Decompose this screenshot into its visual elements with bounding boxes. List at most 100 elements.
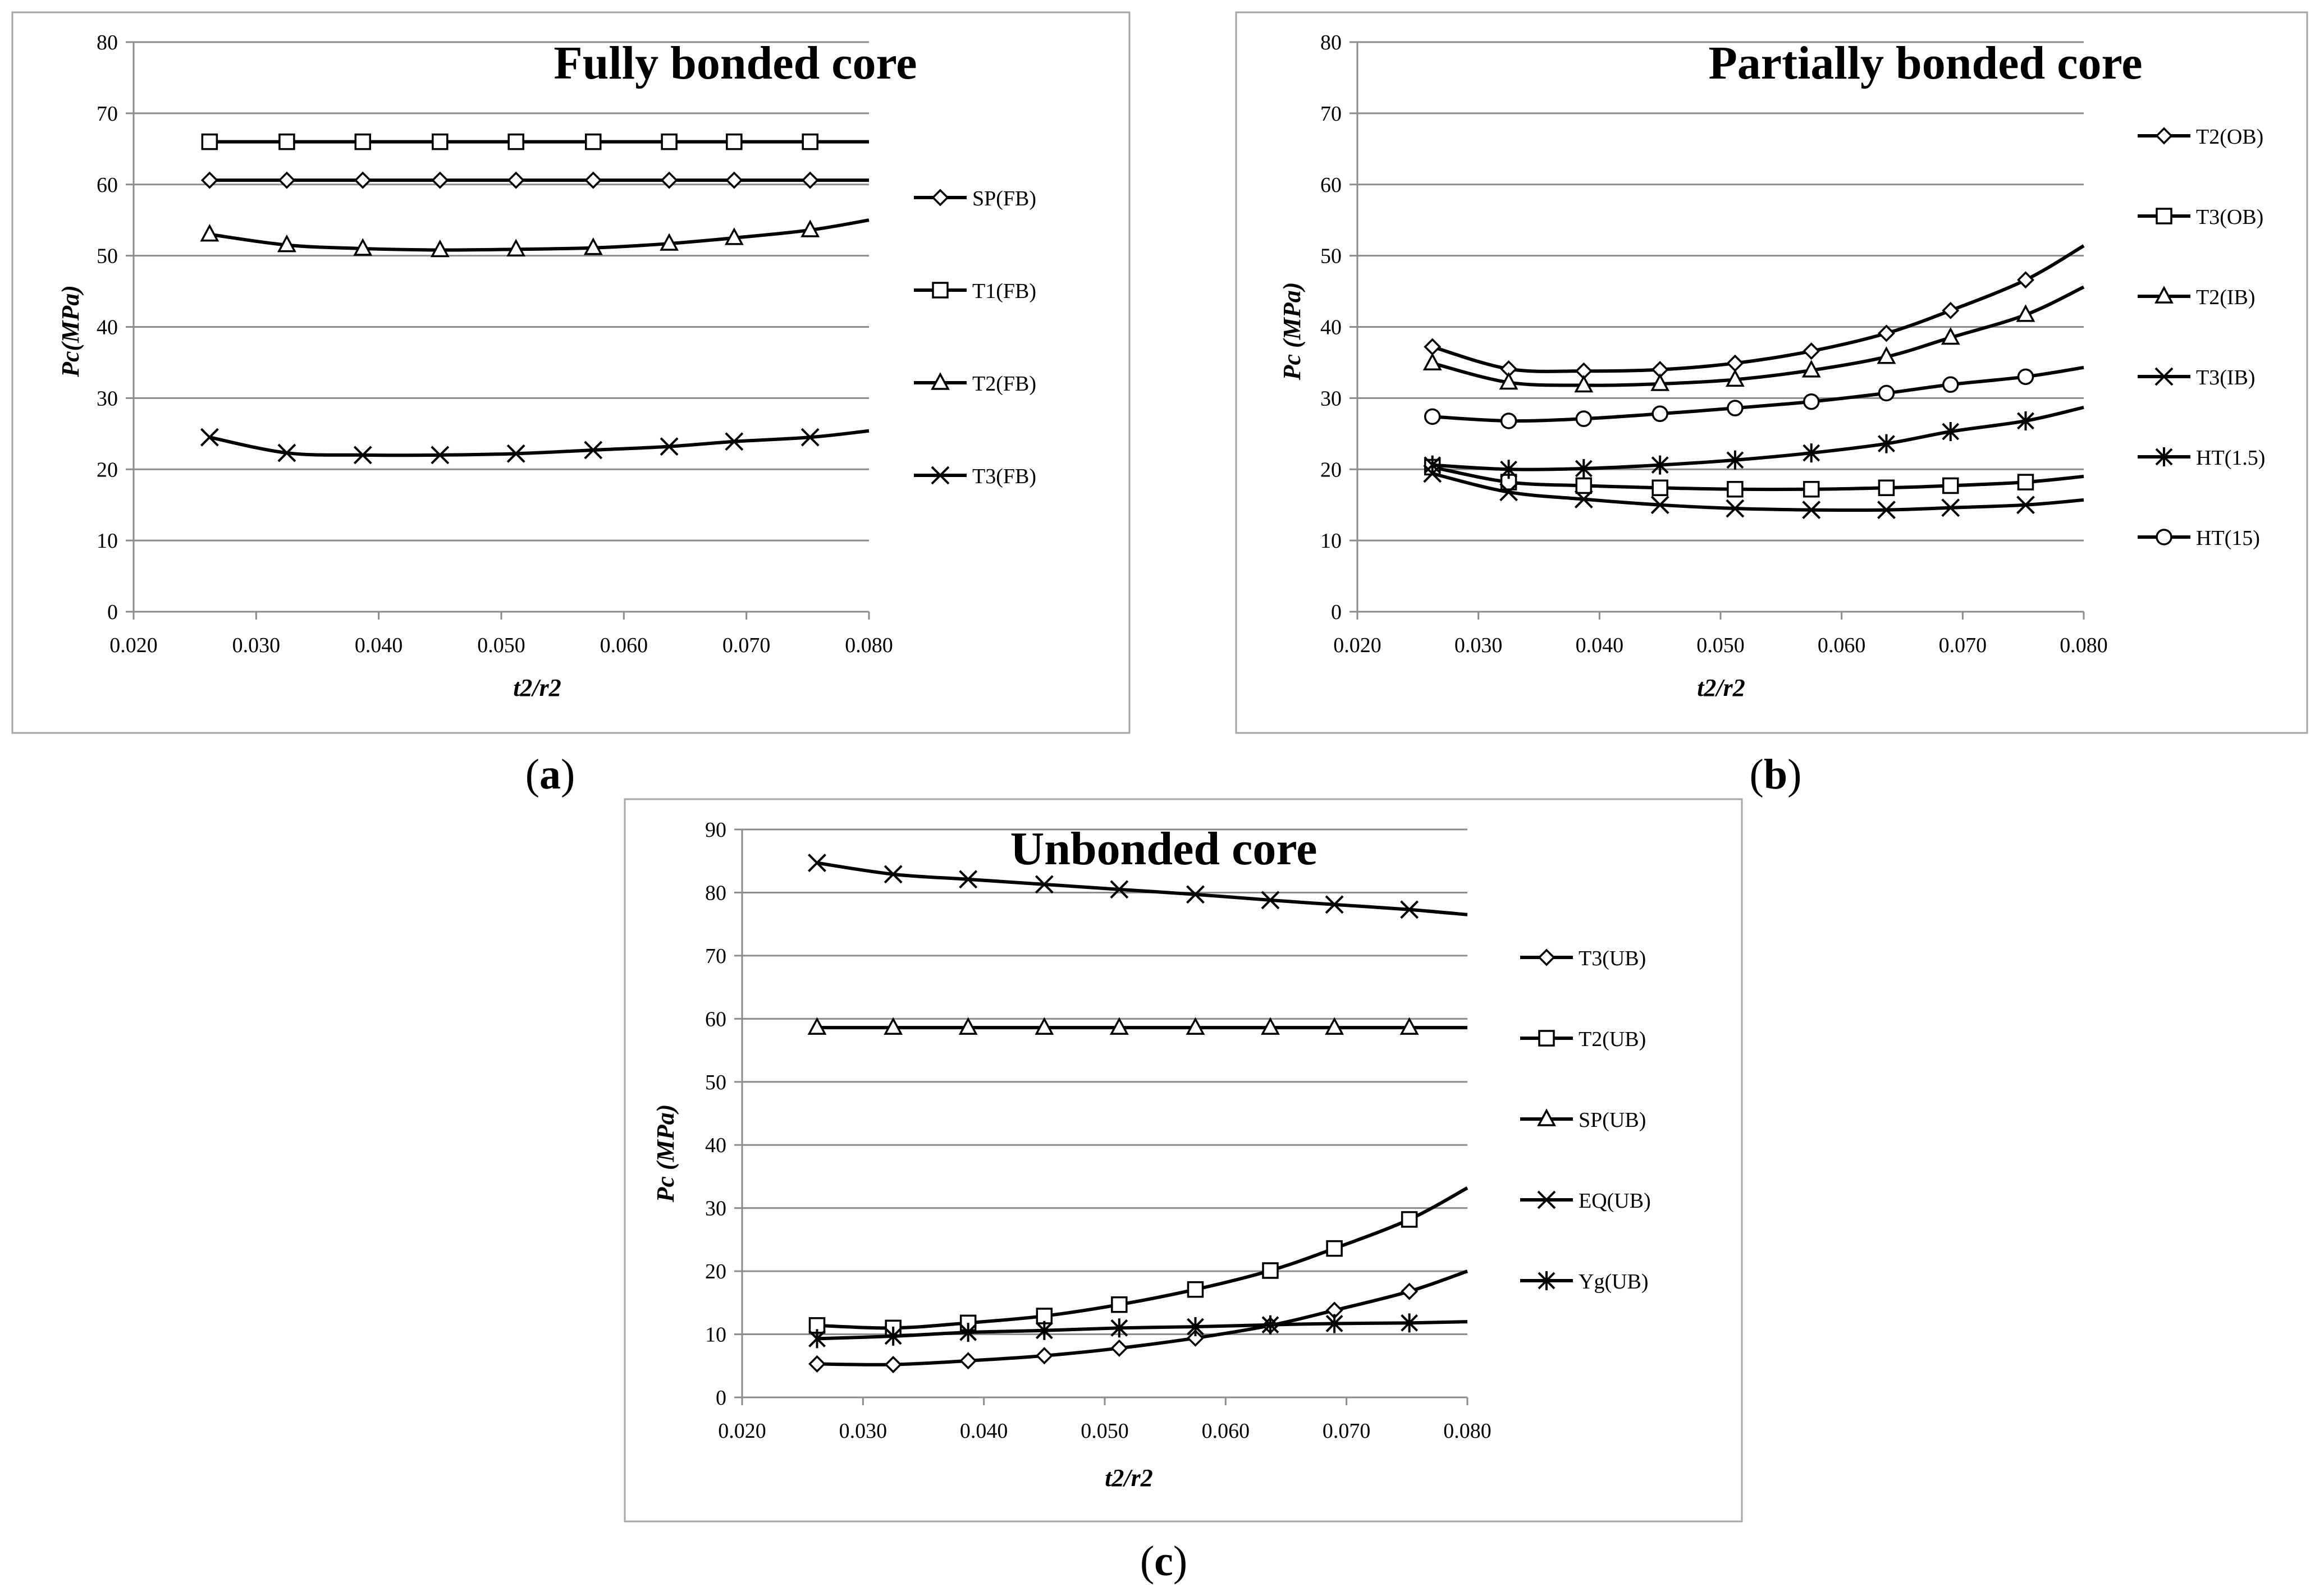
panel-a-x-tick-label-5: 0.070 — [722, 634, 771, 657]
panel-c-series-Yg(UB)-line — [817, 1320, 1468, 1341]
panel-b-series-T3(OB)-point-2 — [1575, 477, 1593, 494]
panel-c-series-EQ(UB)-point-3 — [1035, 875, 1054, 894]
panel-a-series-SP(FB)-point-5 — [584, 171, 602, 189]
panel-a-legend-T3(FB)-marker — [931, 466, 950, 485]
panel-c-caption: (c) — [1140, 1538, 1187, 1585]
panel-c-title: Unbonded core — [1010, 823, 1317, 875]
panel-c-y-tick-label-3: 30 — [705, 1197, 726, 1221]
panel-a-y-tick-label-1: 10 — [97, 529, 118, 553]
panel-c-series-T3(UB)-line — [817, 1269, 1468, 1367]
panel-c-series-SP(UB)-point-2 — [958, 1017, 978, 1035]
panel-c-series-SP(UB)-point-0 — [807, 1017, 827, 1035]
panel-b-series-HT(15)-point-5 — [1803, 393, 1820, 410]
panel-a-y-tick-label-4: 40 — [97, 316, 118, 340]
panel-a-series-T1(FB)-point-5 — [585, 133, 602, 150]
panel-c-series-T3(UB)-point-5 — [1187, 1329, 1204, 1347]
panel-b-series-T2(IB)-point-7 — [1941, 327, 1960, 345]
panel-b-series-T2(OB)-line — [1431, 244, 2085, 373]
panel-a-series-T2(FB)-point-7 — [724, 227, 744, 245]
panel-b-x-tick-label-4: 0.060 — [1818, 634, 1866, 657]
panel-b-title: Partially bonded core — [1708, 37, 2142, 89]
panel-b-legend-T3(OB)-label: T3(OB) — [2196, 205, 2263, 229]
panel-a-y-tick-label-3: 30 — [97, 387, 118, 410]
panel-a-series-T2(FB)-point-0 — [200, 223, 219, 242]
panel-b-series-HT(1.5)-point-4 — [1726, 450, 1744, 470]
panel-b-series-HT(15)-point-6 — [1878, 384, 1895, 402]
panel-c-y-tick-label-5: 50 — [705, 1071, 726, 1094]
panel-b-series-T3(OB)-point-4 — [1727, 481, 1744, 498]
panel-a-series-T2(FB)-point-5 — [583, 237, 603, 255]
panel-b-series-T3(IB)-point-4 — [1726, 499, 1745, 518]
panel-b-series-T2(IB)-point-0 — [1422, 352, 1442, 370]
panel-b-legend: T2(OB) T3(OB) T2(IB) T3(IB) HT(1.5) HT(15) — [2138, 125, 2265, 550]
panel-c-series-SP(UB)-point-1 — [884, 1017, 903, 1035]
panel-c-frame — [624, 798, 1743, 1523]
panel-c-x-axis-label: t2/r2 — [1105, 1464, 1153, 1492]
panel-a-series-T1(FB)-point-0 — [201, 133, 218, 150]
panel-b-series-HT(1.5)-point-8 — [2017, 411, 2034, 430]
panel-b-y-tick-label-7: 70 — [1320, 102, 1342, 126]
panel-c-series-Yg(UB)-point-1 — [884, 1326, 902, 1346]
panel-a-series — [200, 133, 870, 465]
panel-c-y-tick-label-6: 60 — [705, 1007, 726, 1031]
panel-a-x-tick-label-3: 0.050 — [477, 634, 525, 657]
panel-b-series-HT(1.5)-point-0 — [1424, 455, 1442, 475]
panel-c-y-tick-label-1: 10 — [705, 1323, 726, 1347]
panel-b-series-T3(IB)-point-1 — [1499, 483, 1518, 502]
panel-c-series-EQ(UB)-point-6 — [1261, 891, 1280, 910]
panel-b-series-T2(IB)-point-3 — [1650, 373, 1670, 391]
panel-a-series-T2(FB)-point-4 — [506, 239, 526, 256]
panel-b-series-T2(OB)-point-5 — [1803, 342, 1820, 360]
panel-b-legend-T3(IB)-marker — [2154, 367, 2174, 386]
panel-b-legend-HT(1.5)-marker — [2155, 447, 2173, 466]
panel-a-series-T1(FB)-point-4 — [507, 133, 524, 150]
panel-b-y-tick-label-5: 50 — [1320, 245, 1342, 268]
panel-a-series-SP(FB)-point-0 — [200, 171, 218, 189]
panel-a-series-T1(FB)-point-3 — [432, 133, 449, 150]
panel-b-series-T2(IB)-point-8 — [2016, 304, 2035, 322]
panel-a-legend-SP(FB)-label: SP(FB) — [972, 187, 1036, 210]
panel-b-legend-HT(1.5)-label: HT(1.5) — [2196, 446, 2265, 470]
panel-b-series-T3(IB)-point-3 — [1650, 496, 1669, 515]
panel-c-series-Yg(UB)-point-6 — [1261, 1315, 1279, 1335]
panel-b-series-T3(IB)-point-8 — [2016, 496, 2035, 515]
panel-a-series-SP(FB)-point-6 — [660, 171, 678, 189]
panel-c-series — [807, 854, 1468, 1374]
panel-a-x-tick-label-6: 0.080 — [845, 634, 893, 657]
panel-a-caption-letter: a — [539, 751, 561, 798]
panel-b-series-HT(15)-point-1 — [1500, 412, 1517, 429]
panel-c-series-SP(UB)-point-8 — [1399, 1017, 1419, 1035]
panel-c-series-T3(UB)-point-8 — [1401, 1282, 1419, 1300]
panel-a-series-T1(FB)-point-2 — [354, 133, 372, 150]
panel-b-frame — [1235, 11, 2308, 734]
panel-b-series-T2(IB)-point-6 — [1877, 346, 1896, 364]
panel-c-series-EQ(UB)-line — [817, 861, 1468, 916]
panel-a: Fully bonded core 0 10 20 30 40 50 60 70 80 0.020… — [11, 11, 1131, 734]
panel-c-series-Yg(UB)-point-7 — [1325, 1314, 1343, 1333]
panel-b-y-axis-label: Pc (MPa) — [1278, 282, 1306, 381]
panel-b-series-T3(OB)-point-5 — [1803, 481, 1820, 498]
panel-c-x-tick-label-3: 0.050 — [1081, 1419, 1129, 1443]
panel-b-series-T2(IB)-point-5 — [1801, 360, 1821, 378]
panel-a-series-SP(FB)-point-7 — [725, 171, 743, 189]
panel-c-caption-letter: c — [1154, 1538, 1173, 1585]
panel-a-x-tick-label-1: 0.030 — [232, 634, 281, 657]
panel-b-x-tick-label-5: 0.070 — [1939, 634, 1987, 657]
panel-c-legend-EQ(UB)-label: EQ(UB) — [1579, 1189, 1651, 1213]
panel-b-series-T3(IB)-point-2 — [1574, 490, 1593, 508]
panel-b-y-tick-label-6: 60 — [1320, 173, 1342, 197]
panel-c-legend: T3(UB) T2(UB) SP(UB) EQ(UB) Yg(UB) — [1520, 947, 1651, 1294]
panel-b-series-T3(OB)-point-7 — [1942, 477, 1959, 494]
panel-a-axes: 0 10 20 30 40 50 60 70 80 0.020 0.030 0.040 0.050 0.0… — [97, 31, 893, 657]
panel-a-caption: (a) — [525, 751, 575, 798]
panel-c-series-EQ(UB)-point-4 — [1110, 880, 1129, 899]
panel-c-series-SP(UB)-point-6 — [1261, 1017, 1280, 1035]
panel-b-series-T3(OB)-point-3 — [1651, 479, 1668, 496]
panel-a-series-SP(FB)-point-8 — [801, 171, 819, 189]
panel-a-series-SP(FB)-point-4 — [507, 171, 525, 189]
panel-a-series-T2(FB)-point-1 — [277, 234, 296, 253]
panel-b-series-HT(1.5)-point-1 — [1500, 460, 1517, 479]
panel-c-series-SP(UB)-point-4 — [1109, 1017, 1129, 1035]
panel-b-series-HT(1.5)-point-3 — [1651, 455, 1669, 475]
